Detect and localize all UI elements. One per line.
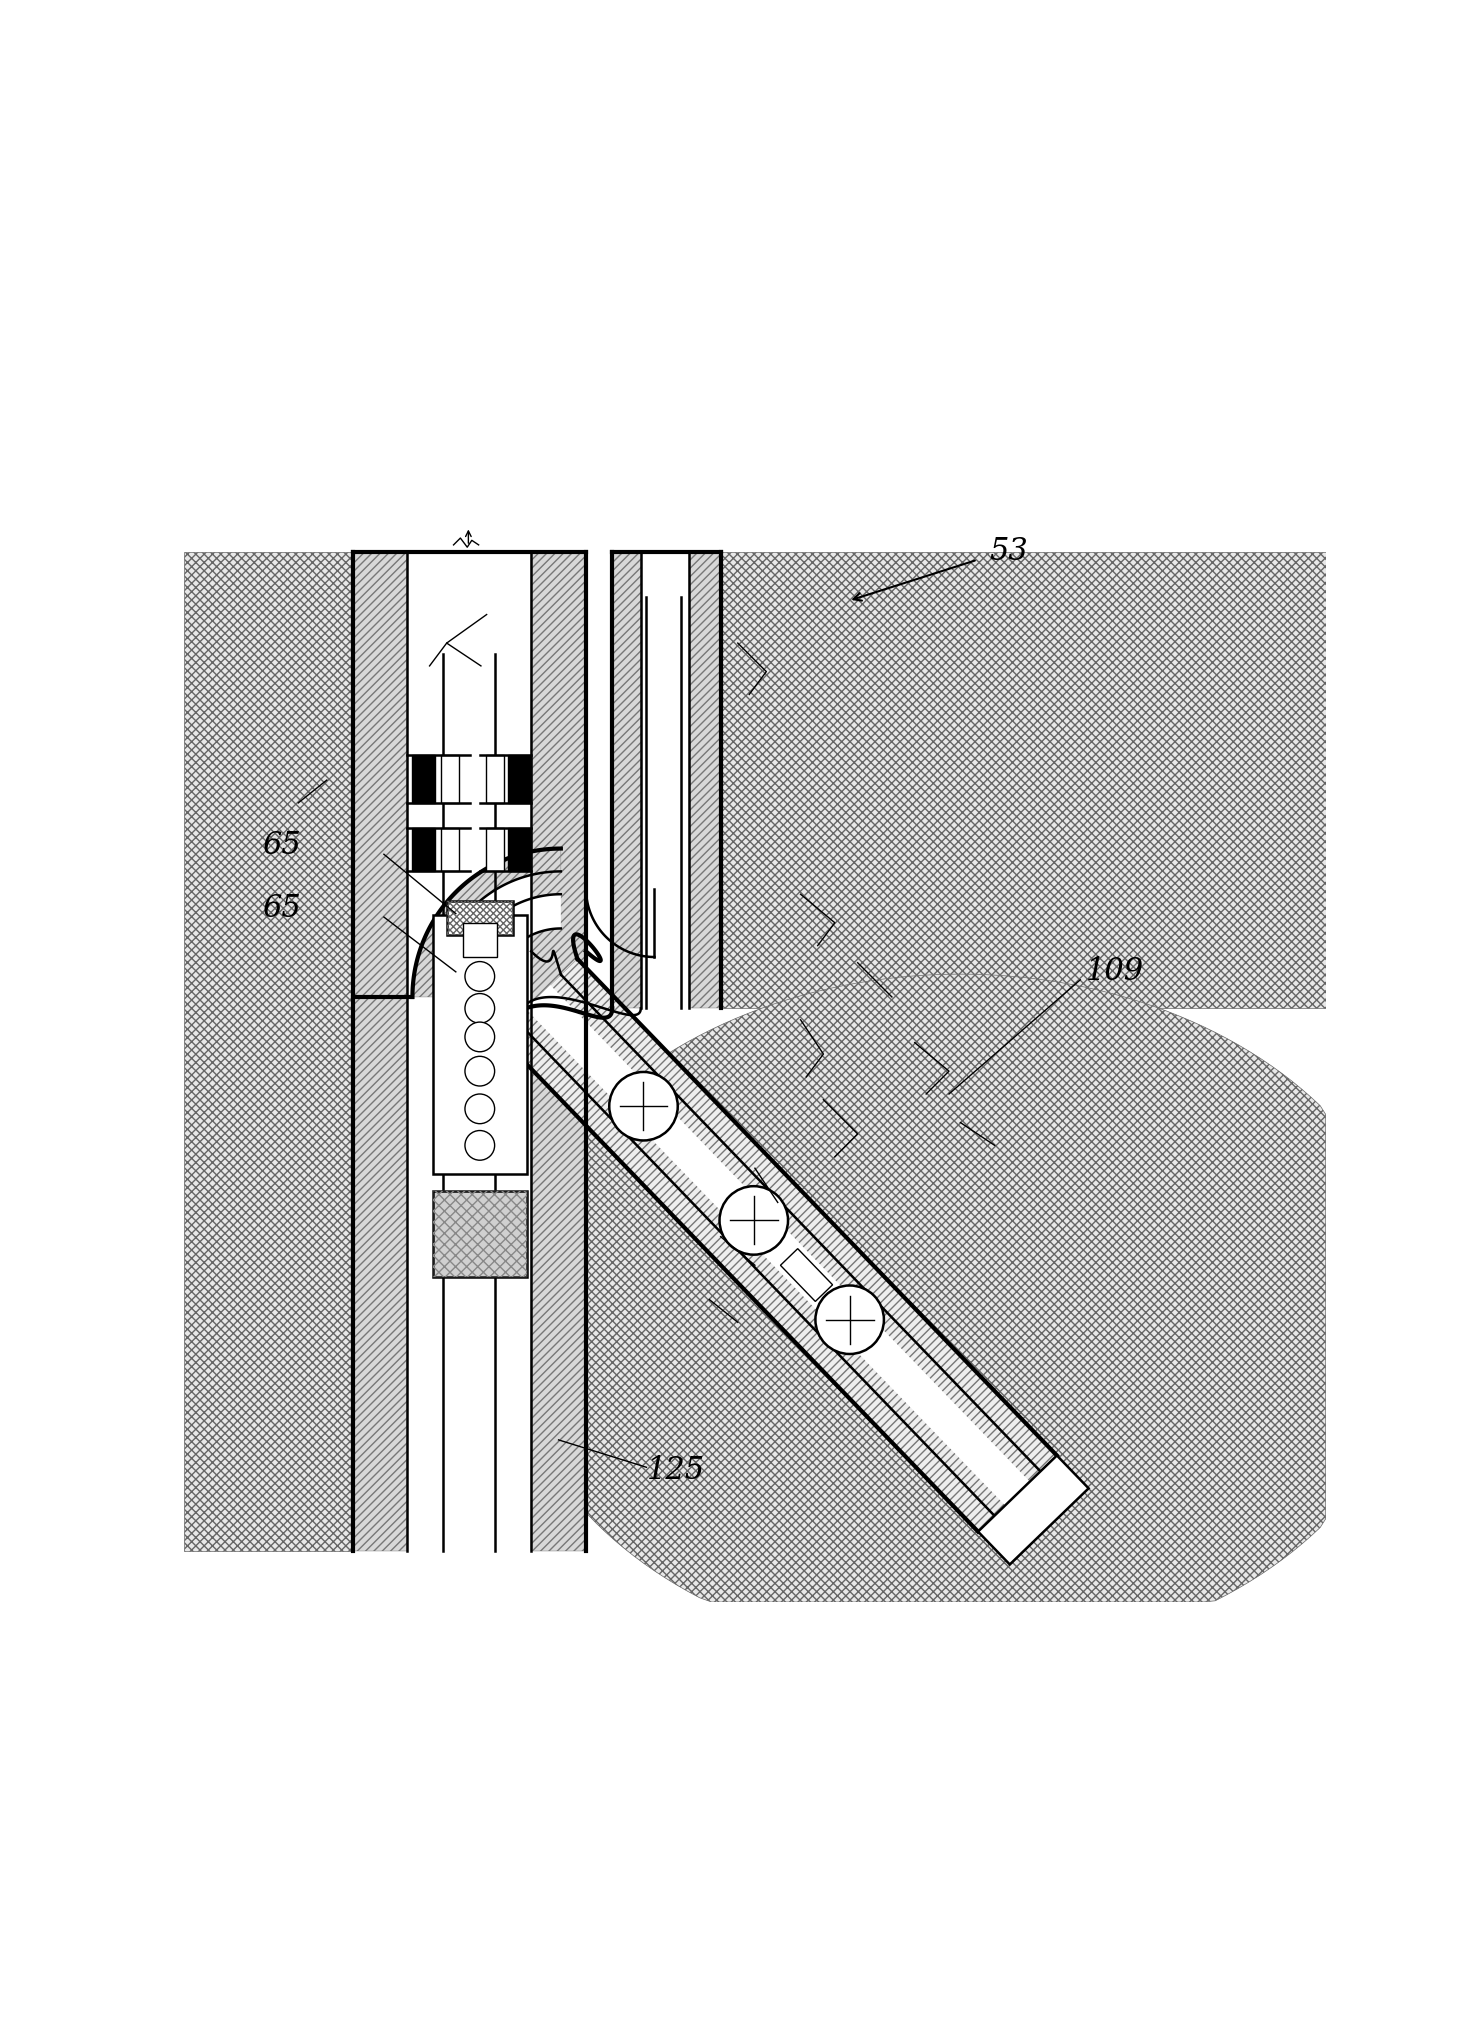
Polygon shape — [354, 551, 586, 1550]
Polygon shape — [689, 551, 720, 1009]
Polygon shape — [613, 551, 641, 1009]
Polygon shape — [978, 1456, 1089, 1564]
Circle shape — [719, 1186, 788, 1254]
Bar — [446, 901, 513, 935]
Bar — [508, 827, 532, 872]
Circle shape — [465, 994, 495, 1023]
Polygon shape — [504, 974, 1326, 1603]
Polygon shape — [526, 984, 1030, 1505]
Polygon shape — [498, 960, 1058, 1532]
Bar — [433, 915, 527, 1174]
Text: 53: 53 — [988, 535, 1028, 568]
Polygon shape — [532, 551, 586, 1550]
Bar — [433, 1190, 527, 1276]
Text: 65: 65 — [262, 831, 300, 862]
Polygon shape — [412, 849, 561, 996]
Circle shape — [465, 1095, 495, 1123]
Text: 65: 65 — [262, 892, 300, 925]
Bar — [486, 756, 504, 803]
Bar — [463, 923, 496, 958]
Bar — [412, 827, 436, 872]
Circle shape — [465, 1131, 495, 1160]
Polygon shape — [443, 655, 495, 1550]
Polygon shape — [498, 960, 1058, 1532]
Bar — [412, 756, 436, 803]
Polygon shape — [458, 894, 561, 996]
Bar — [508, 756, 532, 803]
Circle shape — [465, 1023, 495, 1052]
Text: 109: 109 — [1086, 956, 1145, 986]
Polygon shape — [781, 1248, 832, 1301]
Bar — [440, 827, 460, 872]
Polygon shape — [184, 551, 354, 1550]
Text: 125: 125 — [647, 1454, 704, 1487]
Circle shape — [465, 1056, 495, 1086]
Bar — [433, 1190, 527, 1276]
Bar — [486, 827, 504, 872]
Polygon shape — [613, 551, 720, 1009]
Polygon shape — [354, 551, 407, 1550]
Circle shape — [816, 1286, 884, 1354]
Circle shape — [610, 1072, 678, 1141]
Bar — [440, 756, 460, 803]
Bar — [446, 901, 513, 935]
Circle shape — [465, 962, 495, 990]
Polygon shape — [720, 551, 1326, 1009]
